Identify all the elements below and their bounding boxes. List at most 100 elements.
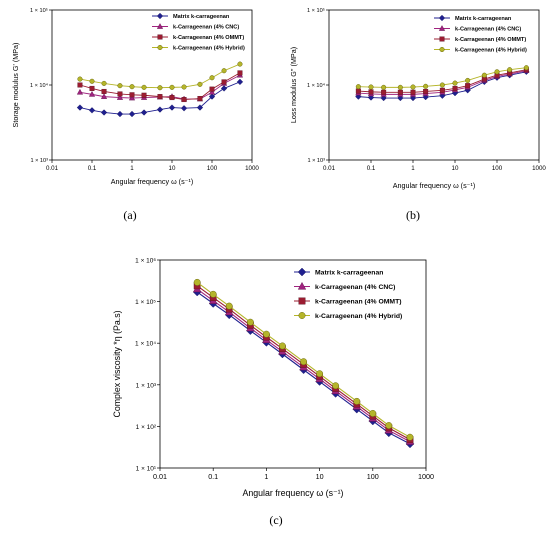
- data-point: [237, 61, 243, 67]
- panel-label: (a): [123, 208, 136, 222]
- x-tick-label: 0.01: [46, 165, 59, 172]
- y-axis-label: Storage modulus G' (MPa): [11, 43, 20, 128]
- data-point: [116, 110, 124, 118]
- data-point: [140, 109, 148, 116]
- x-tick-label: 1000: [245, 165, 259, 172]
- series-square: [77, 70, 243, 103]
- data-point: [209, 86, 215, 92]
- legend-label: k-Carrageenan (4% CNC): [173, 24, 239, 30]
- chart-panel-a: 0.01 0.1 1 10 100 1000 1 × 10³ 1 × 10⁴ 1 × 10⁵ An…: [11, 7, 259, 222]
- legend-label: k-Carrageenan (4% Hybrid): [173, 45, 245, 51]
- x-tick-label: 100: [207, 165, 218, 172]
- series-diamond: [76, 78, 244, 118]
- data-point: [439, 87, 445, 93]
- data-point: [355, 88, 361, 94]
- legend-label: Matrix k-carrageenan: [173, 14, 230, 20]
- legend-marker: [438, 14, 446, 22]
- data-point: [128, 110, 136, 118]
- legend-marker: [157, 44, 163, 51]
- data-point: [116, 94, 124, 100]
- data-point: [168, 104, 176, 111]
- chart-panel-c: 0.01 0.1 1 10 100 1000 1 × 10¹ 1 × 10² 1 × 10³ 1 …: [112, 258, 434, 527]
- legend-label: k-Carrageenan (4% CNC): [455, 26, 521, 32]
- panel-label: (c): [269, 513, 282, 527]
- legend-marker: [156, 12, 164, 20]
- x-axis-label: Angular frequency ω (s⁻¹): [111, 177, 194, 186]
- legend-marker: [157, 34, 163, 40]
- data-point: [101, 88, 107, 94]
- y-axis-label: Complex viscosity *η (Pa.s): [112, 310, 122, 417]
- x-tick-label: 100: [367, 472, 379, 481]
- legend-marker: [439, 36, 445, 42]
- y-tick-label: 1 × 10³: [136, 382, 157, 389]
- y-tick-label: 1 × 10⁴: [135, 341, 156, 348]
- data-point: [180, 105, 188, 112]
- series-square: [355, 67, 529, 95]
- y-axis-label: Loss modulus G'' (MPa): [289, 47, 298, 123]
- data-point: [410, 89, 416, 95]
- chart-panel-b: 0.01 0.1 1 10 100 1000 1 × 10³ 1 × 10⁴ 1 × 10⁵ An…: [289, 7, 546, 222]
- data-point: [196, 104, 204, 111]
- y-tick-label: 1 × 10⁵: [135, 299, 156, 306]
- data-point: [465, 77, 471, 83]
- data-point: [209, 290, 217, 298]
- data-point: [368, 89, 374, 95]
- data-point: [246, 318, 254, 326]
- data-point: [117, 91, 123, 97]
- data-point: [481, 72, 487, 78]
- data-point: [332, 382, 340, 390]
- y-tick-label: 1 × 10³: [307, 158, 325, 164]
- y-tick-label: 1 × 10¹: [136, 466, 157, 473]
- data-point: [208, 88, 216, 95]
- data-point: [88, 90, 96, 97]
- legend-label: k-Carrageenan (4% OMMT): [315, 298, 402, 305]
- x-axis-label: Angular frequency ω (s⁻¹): [243, 488, 344, 498]
- data-point: [88, 107, 96, 114]
- data-point: [397, 89, 403, 95]
- x-tick-label: 1000: [418, 472, 434, 481]
- data-point: [193, 278, 201, 286]
- data-point: [117, 83, 123, 89]
- y-tick-label: 1 × 10⁶: [135, 258, 156, 265]
- legend-label: k-Carrageenan (4% OMMT): [173, 35, 244, 41]
- data-point: [452, 85, 458, 91]
- data-point: [385, 422, 393, 429]
- data-point: [208, 93, 216, 100]
- x-tick-label: 1: [130, 165, 134, 172]
- data-point: [439, 82, 445, 88]
- x-tick-label: 10: [169, 165, 176, 172]
- data-point: [381, 89, 387, 95]
- data-point: [157, 94, 163, 100]
- legend-marker: [156, 23, 164, 29]
- x-tick-label: 0.1: [208, 472, 218, 481]
- data-point: [181, 97, 187, 103]
- data-point: [452, 80, 458, 86]
- legend-label: k-Carrageenan (4% Hybrid): [315, 313, 402, 320]
- series-circle: [77, 61, 243, 91]
- data-point: [300, 358, 308, 366]
- data-point: [141, 92, 147, 98]
- legend-marker: [439, 46, 445, 53]
- y-tick-label: 1 × 10⁴: [30, 82, 49, 89]
- y-tick-label: 1 × 10⁵: [30, 7, 48, 14]
- data-point: [76, 88, 84, 95]
- series-circle: [355, 65, 529, 90]
- legend-marker: [297, 267, 307, 277]
- data-point: [523, 65, 529, 71]
- series-circle: [193, 278, 414, 441]
- plot-frame: [328, 9, 540, 161]
- data-point: [197, 96, 203, 102]
- data-point: [128, 94, 136, 101]
- legend-label: k-Carrageenan (4% CNC): [315, 284, 395, 291]
- data-point: [156, 106, 164, 113]
- x-tick-label: 1: [264, 472, 268, 481]
- data-point: [423, 83, 429, 89]
- data-point: [507, 67, 513, 73]
- data-point: [157, 85, 163, 91]
- data-point: [278, 342, 286, 350]
- data-point: [76, 104, 84, 111]
- x-tick-label: 0.01: [323, 165, 336, 172]
- data-point: [368, 84, 374, 90]
- legend-marker: [438, 25, 446, 31]
- data-point: [465, 83, 471, 89]
